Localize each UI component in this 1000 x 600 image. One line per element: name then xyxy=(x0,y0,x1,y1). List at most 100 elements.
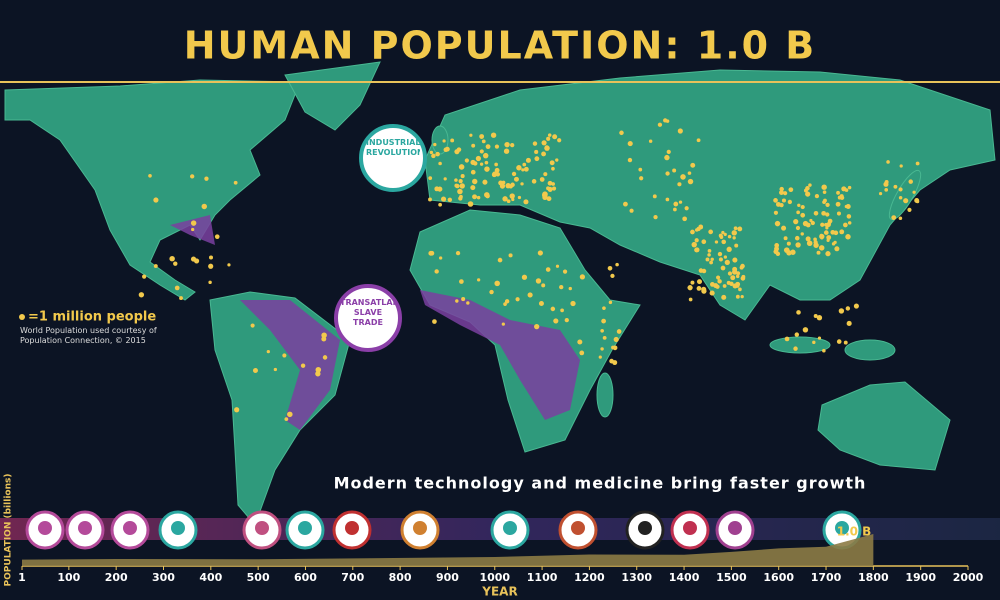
population-dot xyxy=(687,171,692,175)
population-dot xyxy=(903,198,909,204)
population-dot xyxy=(701,288,707,294)
population-dot xyxy=(684,206,689,211)
population-dot xyxy=(783,236,788,241)
population-dots xyxy=(138,118,920,422)
population-dot xyxy=(438,202,442,207)
population-dot xyxy=(434,269,439,274)
timeline-icon-glyph xyxy=(683,521,697,535)
eurasia xyxy=(424,69,996,321)
population-dot xyxy=(727,234,732,239)
population-dot xyxy=(696,138,701,143)
population-dot xyxy=(775,201,781,207)
legend-dot xyxy=(19,314,25,320)
x-axis-label: YEAR xyxy=(481,585,517,599)
population-dot xyxy=(847,221,852,225)
population-dot xyxy=(833,240,837,245)
population-dot xyxy=(729,281,734,287)
population-dot xyxy=(619,130,624,136)
population-dot xyxy=(803,188,808,193)
population-dot xyxy=(800,205,805,210)
population-dot xyxy=(455,250,461,256)
population-dot xyxy=(494,280,500,287)
population-dot xyxy=(525,157,531,163)
population-dot xyxy=(727,271,733,276)
population-dot xyxy=(680,174,686,180)
population-dot xyxy=(479,162,484,166)
population-dot xyxy=(601,318,606,324)
population-dot xyxy=(458,164,465,170)
population-dot xyxy=(733,226,738,231)
population-dot xyxy=(908,179,913,184)
population-dot xyxy=(805,222,811,228)
population-dot xyxy=(457,188,463,195)
population-dot xyxy=(233,180,238,185)
x-tick-label: 800 xyxy=(389,571,412,584)
population-dot xyxy=(836,190,840,195)
timeline-icon-glyph xyxy=(345,521,359,535)
population-dot xyxy=(511,171,517,177)
population-dot xyxy=(560,308,564,313)
x-tick-label: 1300 xyxy=(621,571,652,584)
population-dot xyxy=(836,339,842,344)
population-dot xyxy=(521,274,528,280)
population-dot xyxy=(779,186,784,192)
population-dot xyxy=(608,300,613,305)
population-dot xyxy=(826,235,832,240)
population-dot xyxy=(153,264,158,269)
x-tick-label: 1600 xyxy=(763,571,794,584)
population-dot xyxy=(639,176,644,181)
population-dot xyxy=(600,328,604,333)
legend-credit-box: World Population used courtesy of Popula… xyxy=(20,326,157,345)
population-dot xyxy=(818,245,825,251)
population-dot xyxy=(209,255,214,260)
population-dot xyxy=(708,229,714,235)
population-dot xyxy=(796,210,800,215)
population-dot xyxy=(898,216,903,221)
population-dot xyxy=(471,143,476,148)
population-dot xyxy=(470,185,476,191)
new-guinea xyxy=(844,339,896,361)
timeline-icon-glyph xyxy=(123,521,137,535)
population-dot xyxy=(547,180,553,186)
population-dot xyxy=(664,154,670,161)
population-dot xyxy=(822,348,826,353)
population-dot xyxy=(541,283,546,288)
population-dot xyxy=(709,290,715,296)
population-dot xyxy=(786,250,792,256)
population-dot xyxy=(883,181,889,187)
population-dot xyxy=(315,371,321,377)
population-dot xyxy=(787,199,792,205)
population-dot xyxy=(321,332,327,338)
population-dot xyxy=(208,263,214,269)
population-dot xyxy=(808,183,812,187)
population-dot xyxy=(509,193,515,199)
population-dot xyxy=(673,201,679,207)
population-dot xyxy=(542,141,547,146)
population-dot xyxy=(822,190,827,194)
value-label: 1.0 B xyxy=(837,525,872,539)
population-dot xyxy=(847,185,852,190)
population-dot xyxy=(191,227,195,232)
population-dot xyxy=(800,212,806,218)
population-dot xyxy=(707,253,711,257)
population-dot xyxy=(734,243,739,248)
australia xyxy=(817,381,951,471)
population-dot xyxy=(716,275,721,280)
population-dot xyxy=(527,292,533,298)
population-dot xyxy=(722,284,727,288)
timeline-icons xyxy=(25,510,862,550)
population-dot xyxy=(793,219,799,225)
population-dot xyxy=(532,141,538,146)
x-tick-label: 1700 xyxy=(811,571,842,584)
population-dot xyxy=(450,138,455,143)
population-dot xyxy=(816,315,823,321)
population-dot xyxy=(611,345,615,350)
population-dot xyxy=(707,249,712,253)
population-dot xyxy=(834,246,840,252)
population-dot xyxy=(736,271,741,276)
population-dot xyxy=(701,239,707,245)
population-dot xyxy=(820,222,825,227)
population-dot xyxy=(510,142,515,148)
population-dot xyxy=(508,253,513,258)
